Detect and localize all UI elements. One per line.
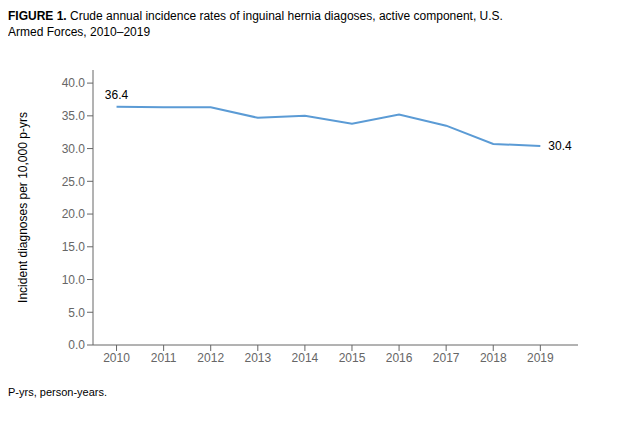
svg-text:10.0: 10.0	[62, 273, 86, 287]
svg-text:2014: 2014	[292, 351, 319, 365]
svg-text:2013: 2013	[244, 351, 271, 365]
svg-text:36.4: 36.4	[105, 88, 129, 102]
svg-text:2011: 2011	[151, 351, 177, 365]
svg-text:15.0: 15.0	[62, 240, 86, 254]
svg-text:2019: 2019	[527, 351, 554, 365]
svg-text:30.0: 30.0	[62, 142, 86, 156]
svg-text:2017: 2017	[433, 351, 460, 365]
svg-text:Incident diagnoses per 10,000: Incident diagnoses per 10,000 p-yrs	[16, 112, 30, 303]
svg-text:35.0: 35.0	[62, 109, 86, 123]
svg-text:5.0: 5.0	[68, 306, 85, 320]
html-text:P-yrs, person-years.: P-yrs, person-years.	[8, 386, 107, 398]
svg-text:2015: 2015	[339, 351, 366, 365]
svg-text:40.0: 40.0	[62, 76, 86, 90]
html-text:FIGURE 1. Crude annual inciden: FIGURE 1. Crude annual incidence rates o…	[8, 9, 503, 39]
svg-text:20.0: 20.0	[62, 207, 86, 221]
svg-text:2018: 2018	[480, 351, 507, 365]
svg-text:25.0: 25.0	[62, 175, 86, 189]
svg-text:30.4: 30.4	[548, 139, 572, 153]
svg-text:0.0: 0.0	[68, 338, 85, 352]
svg-text:2010: 2010	[103, 351, 130, 365]
svg-text:2016: 2016	[386, 351, 413, 365]
svg-text:2012: 2012	[197, 351, 224, 365]
